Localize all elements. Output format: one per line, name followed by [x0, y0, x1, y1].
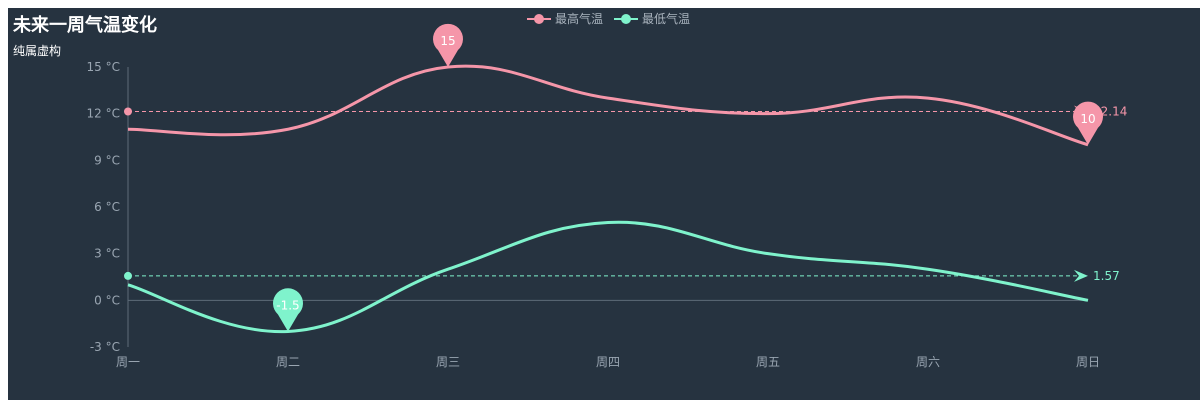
marker-pin-label: 10: [1080, 112, 1095, 126]
legend-item[interactable]: 最低气温: [614, 11, 690, 26]
series-line-max: [127, 64, 1089, 147]
legend-label: 最低气温: [642, 11, 690, 26]
marker-pin: -1.5: [273, 288, 303, 332]
marker-pin-shape: [273, 288, 303, 332]
y-tick-label: 15 °C: [87, 60, 120, 74]
y-tick-label: -3 °C: [90, 340, 120, 354]
y-tick-label: 6 °C: [94, 200, 120, 214]
series-line-min: [127, 220, 1089, 333]
legend[interactable]: 最高气温 最低气温: [527, 11, 690, 26]
x-tick-label: 周六: [916, 355, 940, 369]
x-tick-label: 周五: [756, 355, 780, 369]
y-tick-label: 0 °C: [94, 293, 120, 307]
y-tick-label: 12 °C: [87, 107, 120, 121]
marker-pin-label: -1.5: [276, 298, 299, 312]
y-tick-label: 9 °C: [94, 153, 120, 167]
axes: -3 °C 0 °C 3 °C 6 °C 9 °C 12 °C 15 °C 周一 周二 周三 周四 周…: [87, 60, 1100, 369]
average-line-start-dot: [124, 271, 132, 280]
x-tick-label: 周三: [436, 355, 460, 369]
x-tick-label: 周一: [116, 355, 140, 369]
legend-item[interactable]: 最高气温: [527, 11, 603, 26]
chart-title: 未来一周气温变化: [13, 15, 157, 36]
marker-pin: 15: [433, 23, 463, 67]
average-line-start-dot: [124, 107, 132, 116]
chart-subtitle: 纯属虚构: [13, 44, 62, 58]
marker-pin-label: 15: [440, 34, 455, 48]
legend-marker: [534, 14, 544, 24]
marker-pin: 10: [1073, 101, 1104, 145]
x-tick-label: 周日: [1076, 355, 1100, 369]
x-tick-label: 周二: [276, 355, 300, 369]
x-tick-label: 周四: [596, 355, 620, 369]
legend-label: 最高气温: [555, 11, 603, 26]
average-line-label: 1.57: [1093, 269, 1120, 283]
marker-pin-shape: [433, 23, 463, 67]
marker-pin-shape: [1073, 101, 1104, 145]
chart-panel: 未来一周气温变化 纯属虚构: [8, 8, 1200, 400]
y-tick-label: 3 °C: [94, 247, 120, 261]
legend-marker: [621, 14, 631, 24]
average-line-arrow: [1074, 269, 1088, 282]
